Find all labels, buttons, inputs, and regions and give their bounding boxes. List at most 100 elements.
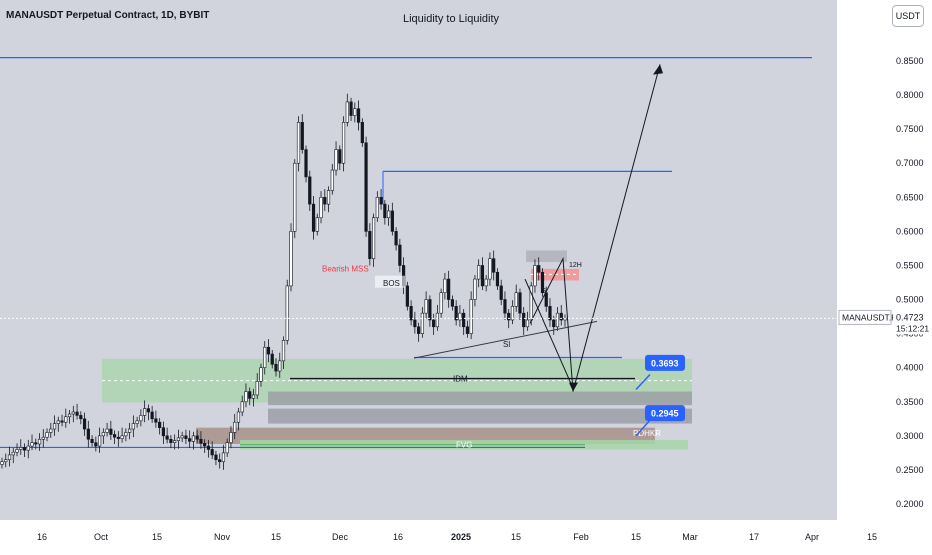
current-price-badge (893, 310, 929, 335)
candle-body (386, 210, 391, 219)
candle-body (334, 149, 338, 171)
candle-body (165, 435, 169, 440)
x-tick-label: 2025 (451, 532, 471, 542)
candle-body (311, 203, 316, 232)
candle-body (326, 190, 331, 205)
candle-body (173, 440, 177, 443)
y-tick-label: 0.5000 (896, 295, 924, 305)
candle-body (0, 461, 4, 465)
candle-body (203, 443, 207, 447)
candle-body (360, 122, 364, 144)
fvg-label: FVG (456, 440, 472, 449)
x-tick-label: Dec (332, 532, 349, 542)
x-tick-label: 17 (749, 532, 759, 542)
x-tick-label: Feb (573, 532, 589, 542)
candle-body (79, 415, 83, 420)
price-tag-upper-pointer (635, 373, 651, 391)
candle-body (465, 326, 470, 334)
candle-body (169, 438, 173, 443)
candle-body (244, 391, 248, 403)
candle-body (37, 438, 42, 445)
y-tick-label: 0.3000 (896, 431, 924, 441)
candle-body (195, 435, 199, 440)
candle-body (432, 319, 436, 328)
candle-body (45, 432, 49, 438)
x-tick-label: Mar (682, 532, 698, 542)
candle-body (293, 162, 297, 232)
candle-body (495, 271, 500, 287)
pdhkr-label: PDHKR (633, 429, 661, 438)
y-tick-label: 0.2000 (896, 499, 924, 509)
candle-body (150, 411, 154, 420)
projection-drop (524, 278, 574, 389)
y-tick-label: 0.8500 (896, 56, 924, 66)
candle-body (15, 449, 19, 453)
candle-body (158, 421, 162, 428)
current-symbol: MANAUSDT.P (842, 312, 897, 322)
candle-body (300, 122, 304, 150)
candle-body (30, 442, 34, 447)
candle-body (510, 306, 515, 321)
candle-body (330, 169, 334, 191)
candle-body (60, 420, 64, 423)
candle-body (525, 319, 530, 328)
candle-body (518, 292, 522, 314)
candle-body (191, 435, 196, 442)
price-axis (837, 0, 932, 550)
candle-body (533, 265, 537, 287)
candle-body (49, 428, 53, 433)
candle-body (255, 381, 259, 396)
y-tick-label: 0.7500 (896, 124, 924, 134)
candle-body (555, 312, 560, 328)
candle-body (447, 278, 451, 300)
y-tick-label: 0.3500 (896, 397, 924, 407)
currency-button[interactable]: USDT (892, 5, 924, 27)
candle-body (214, 454, 218, 460)
candle-body (304, 149, 308, 178)
candle-body (124, 432, 128, 437)
candle-body (105, 428, 109, 433)
candle-body (499, 285, 503, 300)
candle-body (64, 416, 68, 423)
candle-body (120, 435, 124, 439)
candle-body (113, 434, 117, 438)
candle-body (409, 306, 413, 321)
y-tick-label: 0.7000 (896, 158, 924, 168)
candle-body (229, 432, 233, 443)
x-tick-label: 15 (152, 532, 162, 542)
candle-body (308, 176, 312, 205)
symbol-title: MANAUSDT Perpetual Contract, 1D, BYBIT (6, 10, 210, 21)
candle-body (428, 299, 432, 321)
x-tick-label: Apr (805, 532, 819, 542)
candle-body (379, 197, 383, 205)
candle-body (417, 326, 421, 334)
chart-title: Liquidity to Liquidity (403, 13, 500, 25)
candle-body (225, 442, 229, 454)
candle-body (128, 428, 132, 433)
candle-body (131, 423, 135, 430)
candle-body (154, 418, 158, 423)
projection-path (529, 64, 661, 392)
candle-body (116, 436, 120, 439)
bos-label-bg (375, 275, 405, 288)
candle-body (507, 312, 511, 321)
candle-body (462, 312, 466, 328)
candle-body (251, 394, 256, 399)
candle-body (41, 436, 45, 440)
arrow-head-down (569, 382, 578, 392)
candle-body (135, 420, 139, 424)
time-axis (0, 520, 837, 550)
candle-body (263, 346, 267, 368)
price-tag-upper-bg (645, 354, 685, 371)
arrow-head-up (653, 64, 663, 75)
idm-label: IDM (453, 374, 468, 383)
candle-body (503, 299, 507, 314)
price-tag-lower-pointer (635, 419, 651, 437)
candle-body (184, 435, 188, 439)
candle-body (435, 312, 439, 328)
candle-body (356, 108, 361, 123)
candle-body (188, 438, 192, 442)
candle-body (210, 449, 214, 456)
